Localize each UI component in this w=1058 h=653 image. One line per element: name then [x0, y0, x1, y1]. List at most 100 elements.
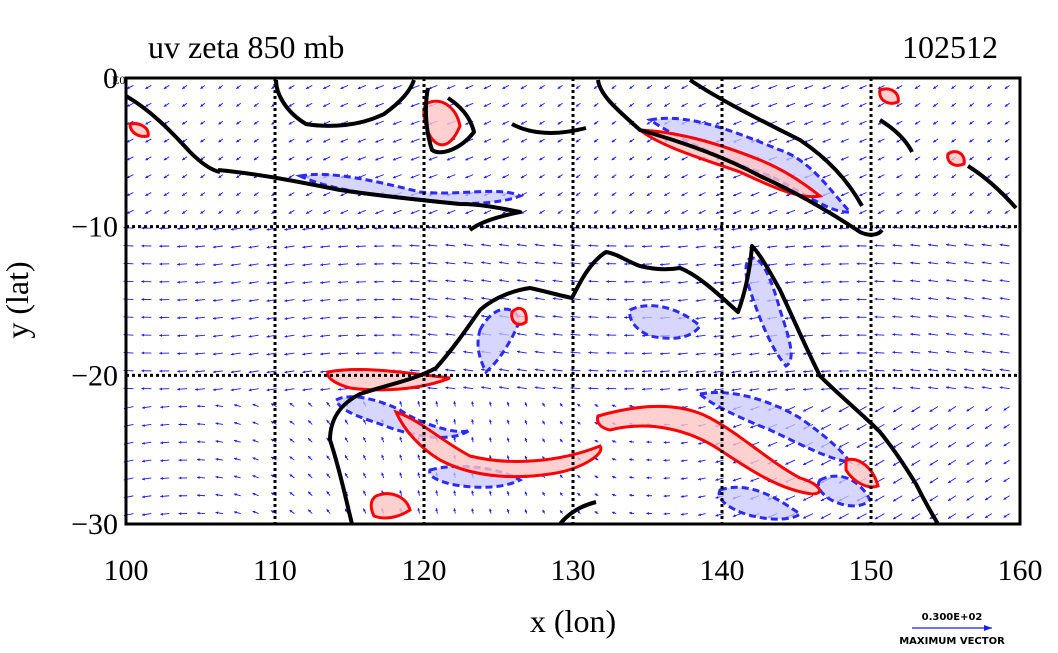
wind-vector-head	[929, 409, 933, 412]
wind-vector-head	[575, 86, 579, 89]
wind-vector-head	[659, 387, 663, 391]
wind-vector-head	[427, 350, 431, 354]
wind-vector-head	[680, 459, 684, 463]
wind-vector-head	[874, 297, 878, 301]
wind-vector-head	[177, 245, 180, 248]
wind-vector-head	[588, 369, 592, 372]
wind-vector-head	[308, 491, 311, 495]
wind-vector-head	[141, 262, 145, 266]
wind-vector-head	[289, 492, 293, 495]
wind-vector-head	[987, 175, 991, 178]
wind-vector-head	[338, 352, 341, 356]
wind-vector-head	[928, 297, 931, 300]
wind-vector-head	[749, 334, 753, 338]
wind-vector-head	[212, 245, 216, 249]
wind-vector-head	[987, 103, 991, 107]
wind-vector-head	[928, 332, 931, 336]
wind-vector-head	[606, 315, 609, 319]
wind-vector-head	[877, 139, 881, 143]
wind-vector-head	[731, 281, 735, 285]
wind-vector-head	[542, 491, 546, 495]
wind-vector-head	[749, 352, 753, 356]
wind-vector-head	[445, 279, 449, 283]
wind-vector-head	[399, 454, 403, 458]
wind-vector-head	[233, 404, 237, 407]
wind-vector-head	[859, 193, 863, 196]
wind-vector-head	[981, 368, 985, 372]
wind-vector-head	[289, 403, 293, 406]
wind-vector-head	[981, 332, 985, 336]
x-axis-label: x (lon)	[530, 603, 616, 639]
wind-vector-head	[629, 458, 633, 462]
wind-vector-head	[840, 86, 844, 90]
wind-vector-head	[929, 444, 933, 448]
wind-vector-head	[126, 157, 130, 161]
wind-vector-head	[177, 334, 180, 338]
wind-vector-head	[195, 316, 198, 320]
wind-vector-head	[570, 386, 574, 390]
wind-vector-head	[786, 211, 790, 215]
wind-vector-head	[695, 370, 699, 374]
wind-vector-head	[320, 298, 324, 302]
wind-vector-head	[145, 193, 149, 196]
neg-contour-east	[816, 474, 872, 508]
wind-vector-head	[141, 351, 145, 355]
wind-vector-head	[218, 157, 222, 161]
wind-vector-head	[392, 211, 396, 215]
wind-vector-head	[266, 281, 270, 285]
wind-vector-head	[892, 368, 896, 372]
wind-vector-head	[803, 498, 807, 501]
wind-vector-head	[392, 122, 396, 125]
wind-vector-head	[892, 350, 896, 354]
wind-vector-head	[524, 420, 528, 424]
wind-vector-head	[391, 244, 395, 248]
wind-vector-head	[502, 175, 506, 179]
wind-vector-head	[520, 121, 524, 125]
wind-vector-head	[218, 139, 222, 143]
wind-vector-head	[534, 279, 538, 283]
wind-vector-head	[713, 245, 717, 249]
wind-vector-head	[767, 388, 771, 392]
wind-vector-head	[593, 175, 597, 178]
wind-vector-head	[560, 492, 563, 496]
wind-vector-head	[838, 262, 842, 266]
wind-vector-head	[1003, 514, 1007, 518]
wind-vector-head	[182, 86, 186, 89]
wind-vector-head	[266, 334, 270, 338]
wind-vector-head	[929, 480, 933, 484]
wind-vector-head	[428, 175, 432, 179]
wind-vector-head	[363, 508, 366, 512]
wind-vector-head	[499, 386, 502, 389]
wind-vector-head	[560, 510, 563, 514]
wind-vector-head	[981, 350, 985, 354]
wind-vector-head	[802, 280, 806, 284]
wind-vector-head	[182, 193, 186, 196]
vector-key-arrowhead	[984, 625, 992, 631]
wind-vector-head	[308, 509, 311, 513]
wind-vector-head	[145, 175, 149, 178]
wind-vector-head	[326, 473, 330, 477]
wind-vector-head	[195, 298, 198, 302]
wind-vector-head	[557, 86, 561, 89]
wind-vector-head	[212, 352, 216, 356]
wind-vector-head	[646, 458, 650, 462]
wind-vector-head	[233, 439, 237, 443]
wind-vector-head	[163, 139, 167, 143]
wind-vector-head	[1004, 210, 1008, 214]
wind-vector-head	[877, 211, 881, 214]
wind-vector-head	[681, 193, 685, 196]
wind-vector-head	[577, 493, 581, 496]
wind-vector-head	[308, 438, 311, 442]
wind-vector-head	[642, 244, 645, 248]
wind-vector-head	[271, 86, 275, 89]
wind-vector-head	[646, 210, 650, 214]
wind-vector-head	[786, 122, 790, 125]
wind-vector-head	[999, 243, 1003, 247]
wind-vector-head	[177, 316, 180, 320]
wind-vector-head	[914, 211, 918, 214]
wind-vector-head	[611, 193, 615, 196]
wind-vector-head	[733, 86, 737, 90]
wind-vector-head	[646, 121, 650, 125]
wind-vector-head	[218, 103, 222, 107]
wind-vector-head	[542, 438, 546, 442]
